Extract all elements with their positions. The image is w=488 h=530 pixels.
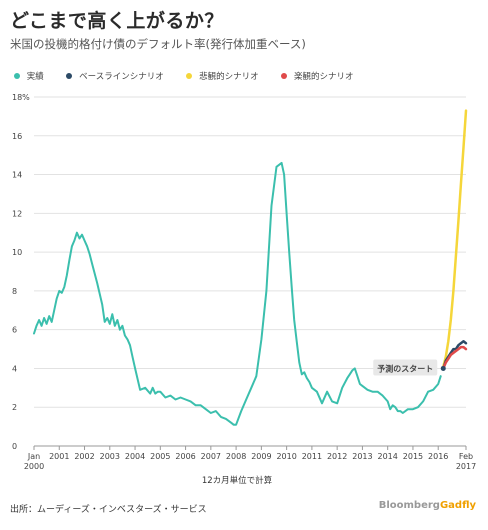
legend-dot-optimistic	[281, 72, 288, 79]
legend-dot-pessimistic	[186, 72, 193, 79]
x-tick-label: 2012	[327, 452, 347, 461]
chart-subtitle: 米国の投機的格付け債のデフォルト率(発行体加重ベース)	[10, 37, 306, 51]
x-tick-label: 2008	[226, 452, 246, 461]
series-actual-line	[33, 161, 442, 426]
y-tick-label: 4	[12, 364, 17, 373]
brand-logo: BloombergGadfly	[379, 500, 476, 511]
source-note: 出所：ムーディーズ・インベスターズ・サービス	[10, 505, 207, 515]
legend-item-baseline: ベースラインシナリオ	[66, 70, 164, 82]
x-axis-label: 12カ月単位で計算	[202, 475, 273, 486]
y-tick-label: 0	[12, 442, 17, 451]
legend-dot-actual	[14, 72, 20, 79]
x-tick-label: 2013	[352, 452, 372, 461]
x-tick-label: 2016	[428, 452, 448, 461]
series-pessimistic-line	[442, 109, 468, 368]
y-tick-label: 10	[12, 248, 22, 257]
y-tick-label: 18%	[12, 93, 30, 102]
y-tick-label: 12	[12, 209, 22, 218]
x-tick-label: Feb	[459, 452, 473, 461]
x-tick-label: 2006	[175, 452, 195, 461]
x-tick-label: 2004	[125, 452, 145, 461]
legend-label-pessimistic: 悲観的シナリオ	[199, 72, 259, 82]
x-tick-label: 2005	[150, 452, 170, 461]
brand-accent: Gadfly	[439, 500, 476, 511]
y-tick-label: 14	[12, 171, 22, 180]
y-tick-label: 8	[12, 287, 17, 296]
x-tick-label: 2010	[276, 452, 296, 461]
y-tick-label: 2	[12, 403, 17, 412]
x-tick-label: 2014	[378, 452, 398, 461]
x-tick-label: 2015	[403, 452, 423, 461]
series-optimistic-line	[442, 345, 468, 370]
x-tick-label: 2001	[49, 452, 69, 461]
annotation-box	[373, 359, 438, 376]
legend-label-optimistic: 楽観的シナリオ	[294, 72, 354, 82]
y-tick-label: 6	[12, 326, 17, 335]
legend-item-optimistic: 楽観的シナリオ	[281, 70, 354, 82]
legend: 実績 ベースラインシナリオ 悲観的シナリオ 楽観的シナリオ	[14, 70, 374, 82]
legend-label-baseline: ベースラインシナリオ	[79, 72, 164, 82]
x-tick-label-year: 2017	[456, 462, 476, 471]
chart-title: どこまで高く上がるか？	[10, 10, 224, 32]
legend-item-pessimistic: 悲観的シナリオ	[186, 70, 259, 82]
x-tick-label: Jan	[27, 452, 40, 461]
x-tick-label-year: 2000	[24, 462, 44, 471]
x-tick-label: 2003	[100, 452, 120, 461]
legend-item-actual: 実績	[14, 70, 44, 82]
x-tick-label: 2007	[201, 452, 221, 461]
legend-dot-baseline	[66, 72, 73, 79]
annotation-label: 予測のスタート	[377, 363, 433, 373]
x-tick-label: 2009	[251, 452, 271, 461]
brand-main: Bloomberg	[378, 500, 440, 511]
x-tick-label: 2002	[74, 452, 94, 461]
legend-label-actual: 実績	[26, 72, 44, 82]
forecast-start-point	[440, 365, 446, 371]
y-tick-label: 16	[12, 132, 22, 141]
x-tick-label: 2011	[302, 452, 322, 461]
